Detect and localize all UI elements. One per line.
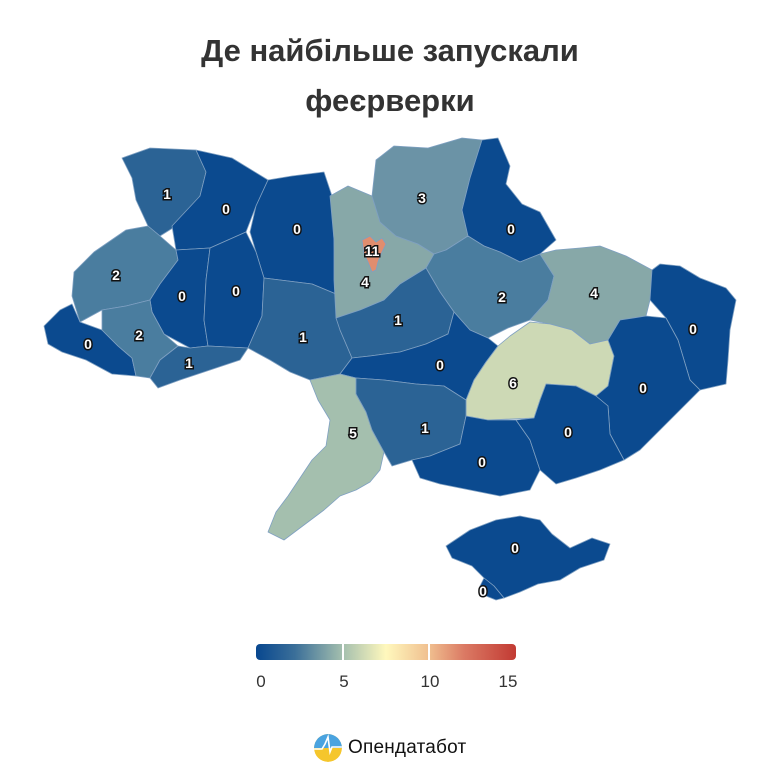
- chart-title: Де найбільше запускали феєрверки: [0, 26, 780, 126]
- label-zhytomyr: 0: [293, 221, 301, 237]
- label-donetsk: 0: [639, 380, 647, 396]
- label-kyiv-city: 11: [365, 243, 380, 259]
- region-labels: 1 0 0 2 0 0 0 2 1 1 4 11 3 0 2 4 0 1 0 6…: [83, 185, 699, 601]
- legend-divider: [428, 644, 430, 660]
- label-mykolaiv: 1: [421, 420, 429, 436]
- label-cherkasy: 1: [394, 312, 402, 328]
- brand-name: Опендатабот: [348, 737, 467, 758]
- label-poltava: 2: [498, 289, 506, 305]
- region-sevastopol[interactable]: [479, 577, 505, 601]
- label-odesa: 5: [349, 425, 357, 441]
- label-kherson: 0: [478, 454, 486, 470]
- legend-tick-0: 0: [256, 672, 266, 691]
- label-chernivtsi: 1: [185, 355, 193, 371]
- region-donetsk[interactable]: [595, 315, 701, 461]
- color-scale-legend: [256, 644, 516, 660]
- color-gradient-bar: [256, 644, 516, 660]
- label-chernihiv: 3: [418, 190, 426, 206]
- label-rivne: 0: [222, 201, 230, 217]
- legend-tick-5: 5: [339, 672, 349, 691]
- region-kyiv-city[interactable]: [361, 235, 387, 273]
- region-crimea[interactable]: [445, 515, 611, 599]
- region-zaporizhzhia[interactable]: [515, 383, 625, 485]
- legend-divider: [342, 644, 344, 660]
- label-luhansk: 0: [689, 321, 697, 337]
- legend-tick-10: 10: [420, 672, 440, 691]
- chart-title-line1: Де найбільше запускали: [201, 33, 579, 68]
- label-sumy: 0: [507, 221, 515, 237]
- label-zakarpattia: 0: [84, 336, 92, 352]
- label-kirovohrad: 0: [436, 357, 444, 373]
- legend-tick-15: 15: [498, 672, 518, 691]
- label-kyiv-oblast: 4: [361, 274, 369, 290]
- label-volyn: 1: [163, 186, 171, 202]
- label-lviv: 2: [112, 267, 120, 283]
- label-dnipropetrovsk: 6: [509, 375, 517, 391]
- chart-title-line2: феєрверки: [305, 83, 475, 118]
- label-ivano-frankivsk: 2: [135, 327, 143, 343]
- label-vinnytsia: 1: [299, 329, 307, 345]
- label-khmelnytskyi: 0: [232, 283, 240, 299]
- label-zaporizhzhia: 0: [564, 424, 572, 440]
- label-ternopil: 0: [178, 288, 186, 304]
- label-kharkiv: 4: [590, 285, 598, 301]
- brand-logo-block: Опендатабот: [314, 733, 466, 763]
- label-sevastopol: 0: [479, 583, 487, 599]
- label-crimea: 0: [511, 540, 519, 556]
- opendatabot-logo-icon: [314, 734, 342, 762]
